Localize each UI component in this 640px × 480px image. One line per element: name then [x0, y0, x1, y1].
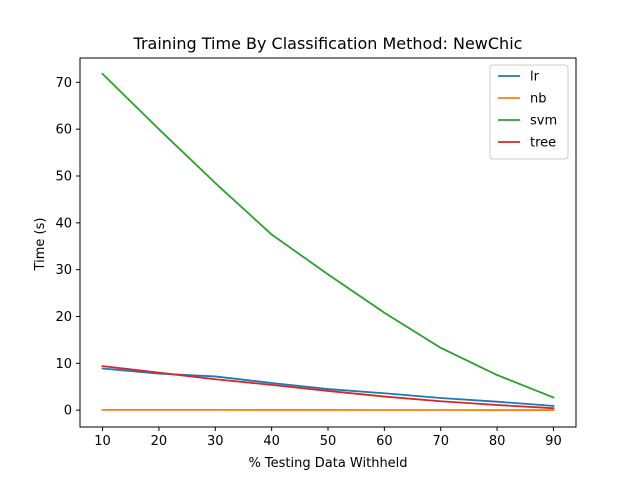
- legend-box: [489, 64, 569, 160]
- y-tick-label: 0: [64, 404, 72, 419]
- y-tick-label: 20: [55, 310, 72, 325]
- x-tick-label: 70: [432, 434, 449, 449]
- x-axis-label: % Testing Data Withheld: [248, 456, 407, 471]
- series-line-svm: [101, 72, 555, 399]
- y-tick-label: 30: [55, 263, 72, 278]
- legend-label-svm: svm: [530, 114, 557, 129]
- x-tick-label: 30: [207, 434, 224, 449]
- legend: lr nb svm tree: [489, 64, 569, 160]
- legend-label-lr: lr: [530, 70, 540, 85]
- x-tick-label: 10: [94, 434, 111, 449]
- legend-label-tree: tree: [530, 136, 556, 151]
- y-tick-label: 50: [55, 170, 72, 185]
- x-tick-label: 20: [151, 434, 168, 449]
- y-tick-label: 40: [55, 216, 72, 231]
- plot-area: 10 20 30 40 50 60 70 80 90 0 10 20 30 40 50 60 70: [55, 57, 577, 449]
- y-tick-label: 70: [55, 76, 72, 91]
- chart-title: Training Time By Classification Method: …: [133, 34, 523, 53]
- y-tick-label: 10: [55, 357, 72, 372]
- x-tick-label: 50: [320, 434, 337, 449]
- x-tick-label: 80: [489, 434, 506, 449]
- y-axis-label: Time (s): [33, 218, 48, 272]
- y-tick-label: 60: [55, 123, 72, 138]
- x-tick-label: 40: [263, 434, 280, 449]
- legend-label-nb: nb: [530, 92, 547, 107]
- series-line-tree: [101, 365, 555, 410]
- x-tick-label: 90: [545, 434, 562, 449]
- x-tick-label: 60: [376, 434, 393, 449]
